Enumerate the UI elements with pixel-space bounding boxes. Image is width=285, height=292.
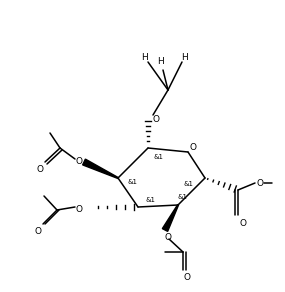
Text: &1: &1 [145, 197, 155, 203]
Text: &1: &1 [153, 154, 163, 160]
Polygon shape [162, 205, 178, 231]
Text: O: O [34, 227, 42, 236]
Text: O: O [190, 143, 196, 152]
Text: O: O [36, 164, 44, 173]
Text: &1: &1 [127, 179, 137, 185]
Text: O: O [76, 157, 82, 166]
Polygon shape [83, 159, 118, 178]
Text: H: H [158, 58, 164, 67]
Text: O: O [76, 204, 82, 213]
Text: O: O [184, 274, 190, 282]
Text: H: H [182, 53, 188, 62]
Text: O: O [164, 232, 172, 241]
Text: O: O [239, 218, 247, 227]
Text: O: O [152, 114, 160, 124]
Text: &1: &1 [184, 181, 194, 187]
Text: O: O [256, 180, 264, 189]
Text: &1: &1 [178, 194, 188, 200]
Text: H: H [142, 53, 148, 62]
